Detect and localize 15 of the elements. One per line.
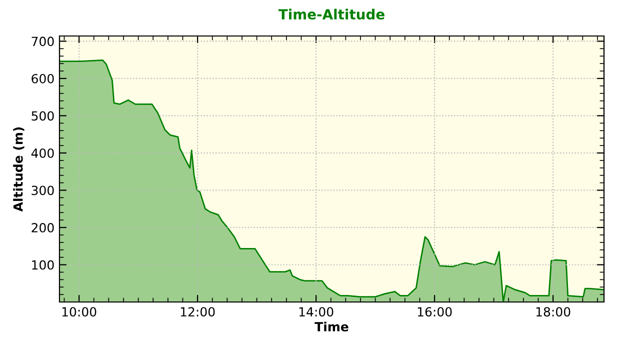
y-tick-label: 700	[32, 36, 54, 46]
y-tick-label: 600	[32, 74, 54, 84]
y-tick-label: 500	[32, 111, 54, 121]
y-tick-label: 200	[32, 222, 54, 232]
x-tick-label: 12:00	[180, 307, 215, 317]
x-tick-label: 10:00	[62, 307, 96, 317]
x-tick-label: 18:00	[536, 307, 570, 317]
y-tick-label: 100	[32, 260, 54, 270]
y-tick-label: 400	[31, 148, 54, 158]
chart-title: Time-Altitude	[278, 8, 384, 20]
y-tick-label: 300	[32, 186, 54, 196]
y-axis-title: Altitude (m)	[13, 127, 24, 212]
x-tick-label: 16:00	[418, 307, 452, 317]
x-tick-label: 14:00	[299, 307, 334, 317]
x-axis-title: Time	[314, 322, 348, 332]
